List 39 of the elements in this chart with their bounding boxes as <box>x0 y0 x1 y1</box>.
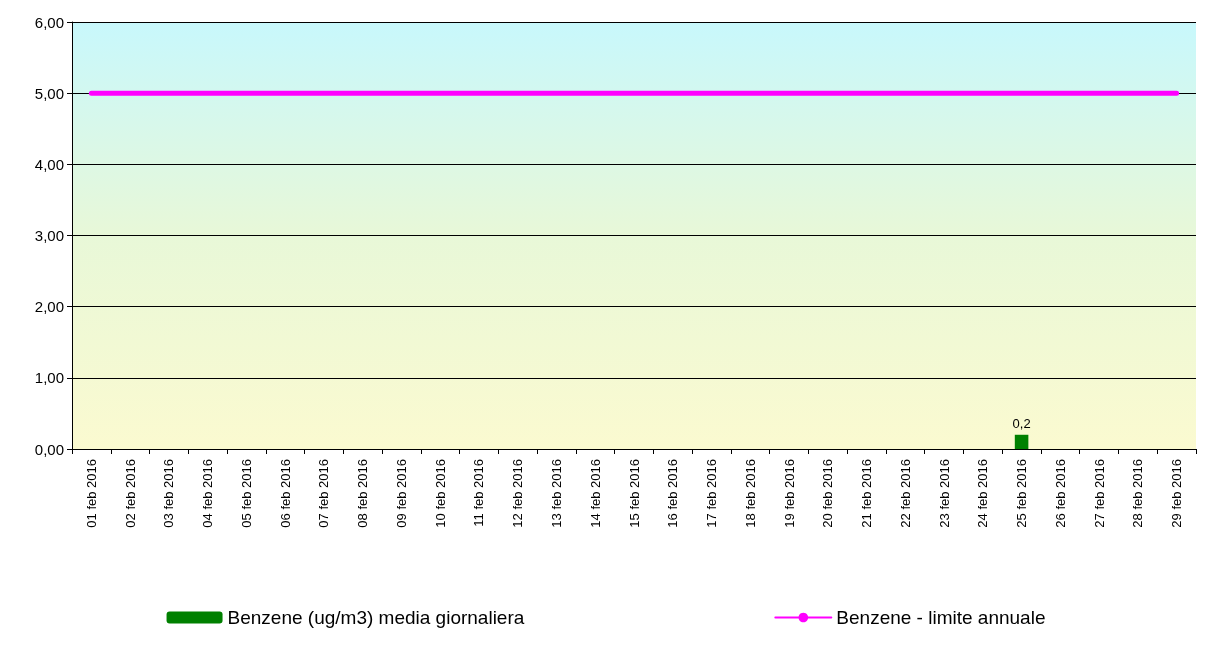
x-tick-label: 29 feb 2016 <box>1169 459 1185 528</box>
x-tick-label: 26 feb 2016 <box>1052 459 1068 528</box>
x-tick-label: 04 feb 2016 <box>200 459 216 528</box>
y-tick-label: 3,00 <box>34 227 64 244</box>
x-tick-label: 25 feb 2016 <box>1014 459 1030 528</box>
x-tick-label: 09 feb 2016 <box>393 459 409 528</box>
x-tick-label: 10 feb 2016 <box>432 459 448 528</box>
x-tick-label: 11 feb 2016 <box>471 459 487 527</box>
y-tick-label: 6,00 <box>34 13 64 31</box>
legend-label: Benzene - limite annuale <box>836 607 1046 628</box>
x-tick-label: 13 feb 2016 <box>548 459 564 528</box>
x-tick-label: 05 feb 2016 <box>238 459 254 528</box>
x-tick-label: 23 feb 2016 <box>936 459 952 528</box>
data-label: 0,2 <box>1012 415 1031 431</box>
x-tick-label: 28 feb 2016 <box>1130 459 1146 528</box>
x-tick-label: 03 feb 2016 <box>161 459 177 528</box>
x-tick-label: 16 feb 2016 <box>665 459 681 528</box>
y-tick-label: 4,00 <box>34 155 64 173</box>
x-tick-label: 01 feb 2016 <box>83 459 99 528</box>
y-tick-label: 2,00 <box>34 298 64 316</box>
x-tick-label: 20 feb 2016 <box>820 459 836 528</box>
x-tick-label: 24 feb 2016 <box>975 459 991 528</box>
x-tick-label: 15 feb 2016 <box>626 459 642 528</box>
x-tick-label: 21 feb 2016 <box>859 459 875 528</box>
x-tick-label: 06 feb 2016 <box>277 459 293 528</box>
x-tick-label: 08 feb 2016 <box>355 459 371 528</box>
legend-label: Benzene (ug/m3) media giornaliera <box>227 607 525 628</box>
x-tick-label: 18 feb 2016 <box>742 459 758 528</box>
x-tick-label: 17 feb 2016 <box>704 459 720 528</box>
x-tick-label: 02 feb 2016 <box>122 459 138 528</box>
x-tick-label: 14 feb 2016 <box>587 459 603 528</box>
x-tick-label: 07 feb 2016 <box>316 459 332 528</box>
y-tick-label: 0,00 <box>34 440 64 458</box>
x-tick-label: 19 feb 2016 <box>781 459 797 528</box>
y-tick-label: 5,00 <box>34 84 64 102</box>
x-tick-label: 12 feb 2016 <box>510 459 526 528</box>
x-tick-label: 27 feb 2016 <box>1091 459 1107 528</box>
y-tick-label: 1,00 <box>34 369 64 387</box>
x-tick-label: 22 feb 2016 <box>897 459 913 528</box>
